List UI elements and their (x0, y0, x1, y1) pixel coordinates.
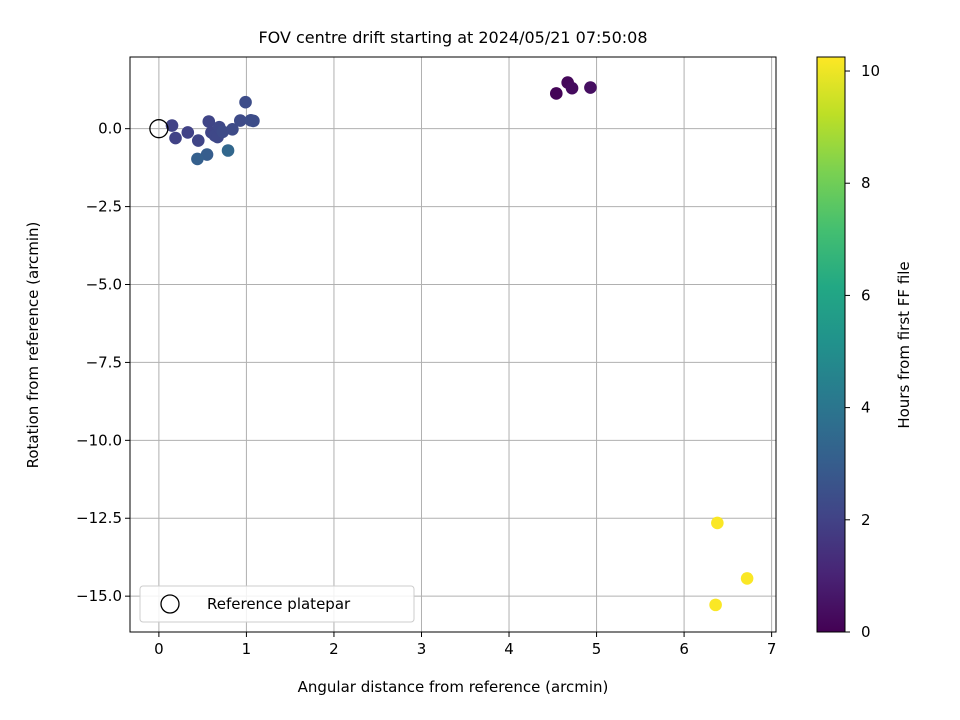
data-point-18 (247, 114, 260, 128)
data-point-4 (165, 119, 179, 132)
y-tick-label-2: −5.0 (86, 276, 122, 294)
colorbar-tick-label-0: 0 (861, 623, 871, 641)
x-tick-label-5: 5 (592, 640, 602, 658)
colorbar: 0 2 4 6 8 10 Hours from first FF file (816, 56, 913, 641)
data-point-22 (711, 516, 724, 530)
data-point-23 (740, 572, 754, 585)
colorbar-ticks: 0 2 4 6 8 10 (845, 62, 880, 641)
x-tick-label-1: 1 (242, 640, 252, 658)
y-tick-label-4: −10.0 (76, 431, 122, 449)
data-point-19 (200, 148, 214, 161)
plot-area-frame (129, 56, 777, 633)
x-tick-label-2: 2 (329, 640, 339, 658)
data-point-16 (239, 95, 252, 109)
data-point-5 (169, 131, 182, 145)
x-tick-label-0: 0 (154, 640, 164, 658)
x-tick-label-3: 3 (417, 640, 427, 658)
y-axis-label: Rotation from reference (arcmin) (24, 222, 42, 469)
data-point-7 (191, 134, 205, 147)
grid-lines (130, 57, 776, 632)
reference-platepar-marker (149, 119, 169, 139)
colorbar-gradient (816, 56, 846, 633)
x-tick-label-7: 7 (767, 640, 777, 658)
data-point-15 (233, 114, 247, 127)
data-point-24 (709, 598, 722, 612)
y-axis-ticks: 0.0 −2.5 −5.0 −7.5 −10.0 −12.5 −15.0 (76, 120, 130, 605)
x-tick-label-4: 4 (504, 640, 514, 658)
y-tick-label-0: 0.0 (98, 120, 122, 138)
legend: Reference platepar (139, 585, 415, 623)
y-tick-label-1: −2.5 (86, 198, 122, 216)
chart-title: FOV centre drift starting at 2024/05/21 … (258, 28, 647, 47)
colorbar-tick-label-4: 8 (861, 174, 871, 192)
legend-label-reference: Reference platepar (207, 595, 351, 613)
data-points (149, 76, 754, 612)
colorbar-tick-label-1: 2 (861, 511, 871, 529)
colorbar-tick-label-5: 10 (861, 62, 880, 80)
legend-marker-reference (160, 594, 180, 614)
colorbar-label: Hours from first FF file (895, 261, 913, 428)
y-tick-label-3: −7.5 (86, 353, 122, 371)
y-tick-label-6: −15.0 (76, 587, 122, 605)
x-axis-label: Angular distance from reference (arcmin) (298, 678, 609, 696)
data-point-14 (226, 123, 239, 136)
y-tick-label-5: −12.5 (76, 509, 122, 527)
data-point-0 (549, 87, 563, 100)
data-point-8 (202, 115, 216, 128)
data-point-6 (181, 126, 195, 139)
data-point-20 (191, 152, 204, 166)
data-point-3 (584, 81, 597, 94)
x-axis-ticks: 0 1 2 3 4 5 6 7 (154, 632, 776, 658)
colorbar-tick-label-3: 6 (861, 286, 871, 304)
data-point-21 (221, 144, 235, 157)
legend-box (139, 585, 415, 623)
data-point-13 (216, 125, 230, 139)
colorbar-tick-label-2: 4 (861, 399, 871, 417)
data-point-2 (565, 81, 579, 95)
x-tick-label-6: 6 (679, 640, 689, 658)
